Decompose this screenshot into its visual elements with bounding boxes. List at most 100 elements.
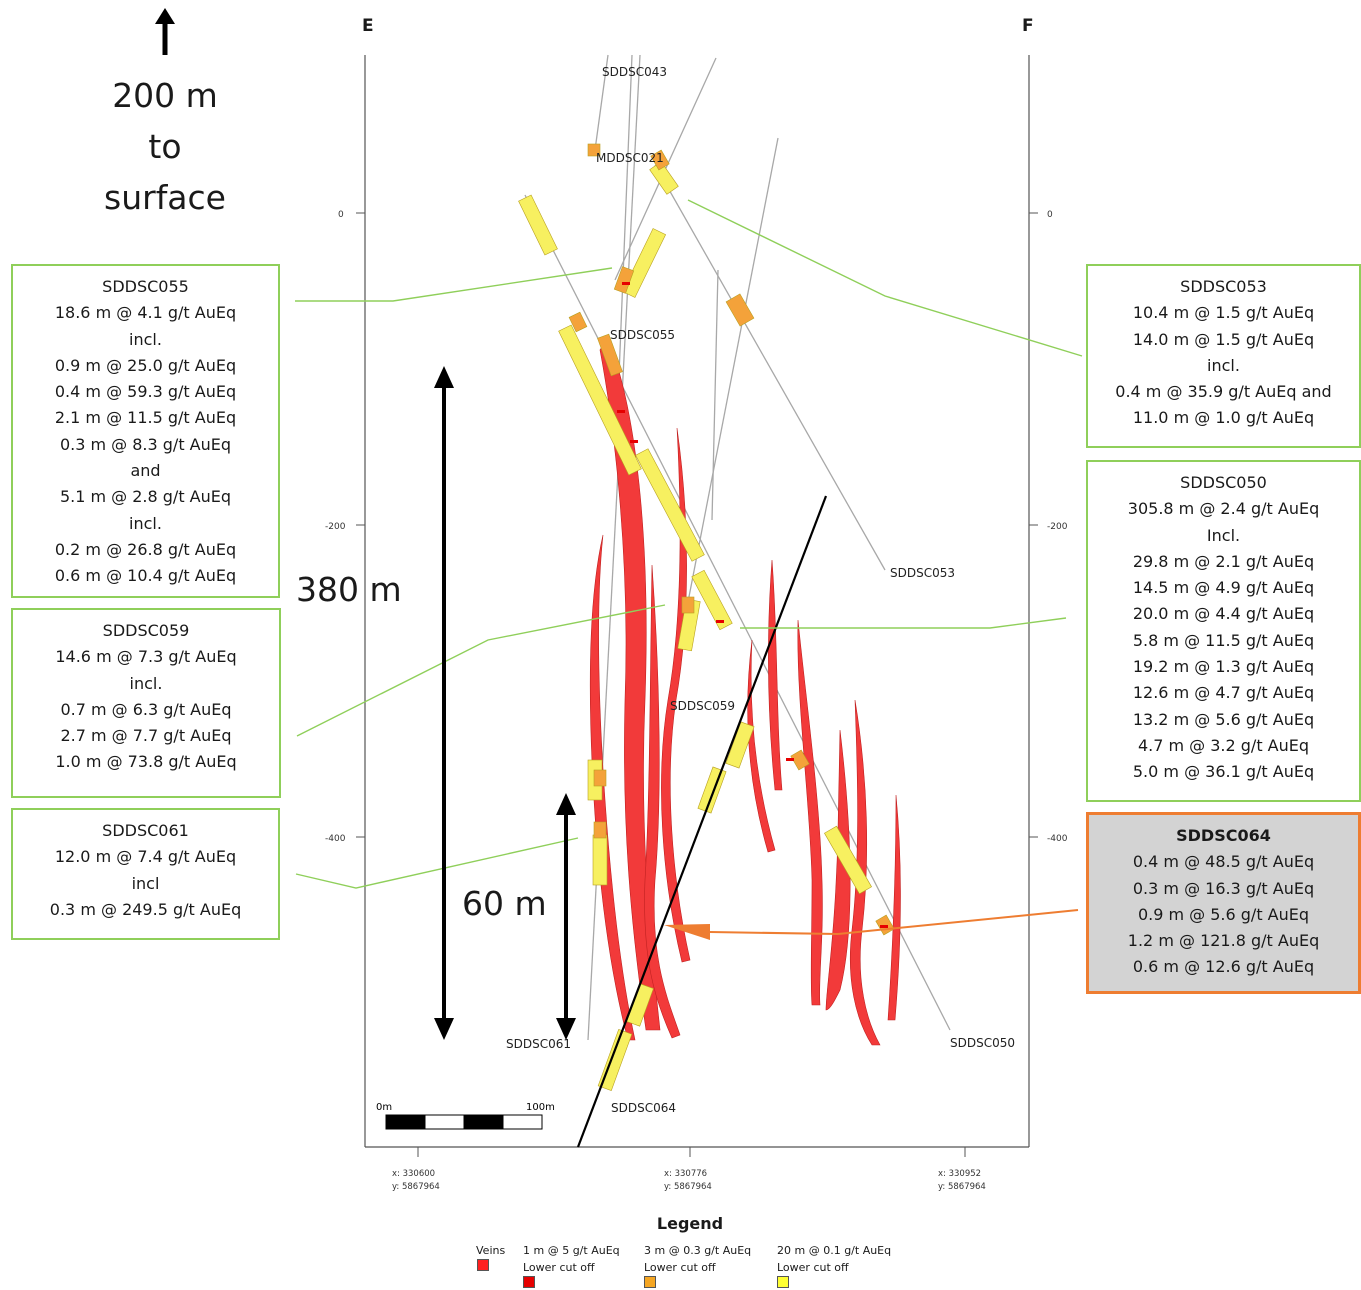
intercept-line: 0.9 m @ 25.0 g/t AuEq xyxy=(54,355,237,375)
intercept-line: 1.2 m @ 121.8 g/t AuEq xyxy=(1127,931,1320,951)
legend-item-3m: 3 m @ 0.3 g/t AuEq Lower cut off xyxy=(644,1242,751,1276)
intercept-line: 10.4 m @ 1.5 g/t AuEq xyxy=(1132,303,1315,323)
section-label-left: E xyxy=(362,16,374,36)
intercept-line: 4.7 m @ 3.2 g/t AuEq xyxy=(1137,735,1310,755)
hole-labels: SDDSC043 MDDSC021 SDDSC055 SDDSC053 SDDS… xyxy=(506,65,1015,1115)
easting-1-y: y: 5867964 xyxy=(392,1182,440,1192)
intercept-line: incl. xyxy=(1207,355,1240,375)
elevation-ticks xyxy=(356,212,1038,838)
fault-line xyxy=(576,495,828,1148)
legend-1m-line2: Lower cut off xyxy=(523,1261,595,1274)
intercept-line: 0.3 m @ 16.3 g/t AuEq xyxy=(1132,878,1315,898)
intercept-box-sddsc055: SDDSC055 18.6 m @ 4.1 g/t AuEq incl. 0.9 m … xyxy=(11,264,280,598)
intercept-line: 0.4 m @ 48.5 g/t AuEq xyxy=(1132,852,1315,872)
elev-right-0: 0 xyxy=(1047,210,1053,220)
orange-leader-b xyxy=(709,931,839,935)
intercept-line: 0.7 m @ 6.3 g/t AuEq xyxy=(60,699,232,719)
intercept-line: Incl. xyxy=(1206,525,1241,545)
dimension-label-380: 380 m xyxy=(296,570,402,609)
intercept-line: 2.1 m @ 11.5 g/t AuEq xyxy=(54,408,237,428)
hole-label-sddsc053: SDDSC053 xyxy=(890,566,955,580)
intercept-line: 5.0 m @ 36.1 g/t AuEq xyxy=(1132,762,1315,782)
intercept-box-sddsc059: SDDSC059 14.6 m @ 7.3 g/t AuEq incl. 0.7 m … xyxy=(11,608,281,798)
veins xyxy=(589,337,901,1046)
scale-bar-end: 100m xyxy=(526,1102,555,1113)
easting-2-y: y: 5867964 xyxy=(664,1182,712,1192)
intercept-line: 13.2 m @ 5.6 g/t AuEq xyxy=(1132,709,1315,729)
intercept-line: incl. xyxy=(129,673,163,693)
dimension-label-60: 60 m xyxy=(462,884,547,923)
legend-20m-line1: 20 m @ 0.1 g/t AuEq xyxy=(777,1244,892,1257)
intercept-hole-id: SDDSC053 xyxy=(1180,277,1267,296)
intercept-box-sddsc061: SDDSC061 12.0 m @ 7.4 g/t AuEq incl 0.3 m @… xyxy=(11,808,280,940)
elev-left-200: -200 xyxy=(325,522,346,532)
intercept-line: 0.3 m @ 8.3 g/t AuEq xyxy=(59,434,232,454)
legend-20m-line2: Lower cut off xyxy=(777,1261,849,1274)
north-note-line1: 200 m xyxy=(112,76,218,115)
intercept-line: 14.5 m @ 4.9 g/t AuEq xyxy=(1132,578,1315,598)
elev-right-200: -200 xyxy=(1047,522,1068,532)
legend-swatch-20m xyxy=(777,1276,789,1288)
intercept-line: 29.8 m @ 2.1 g/t AuEq xyxy=(1132,551,1315,571)
legend-swatch-1m xyxy=(523,1276,535,1288)
intercept-line: incl. xyxy=(129,329,162,349)
legend-1m-line1: 1 m @ 5 g/t AuEq xyxy=(523,1244,620,1257)
north-arrow-icon xyxy=(155,8,175,55)
intercept-line: 12.6 m @ 4.7 g/t AuEq xyxy=(1132,683,1315,703)
intercept-line: 18.6 m @ 4.1 g/t AuEq xyxy=(54,303,237,323)
easting-1-x: x: 330600 xyxy=(392,1169,435,1179)
intercept-line: 2.7 m @ 7.7 g/t AuEq xyxy=(60,726,232,746)
orange-leader-a xyxy=(837,909,1079,935)
legend-3m-line1: 3 m @ 0.3 g/t AuEq xyxy=(644,1244,752,1257)
intercept-line: 0.9 m @ 5.6 g/t AuEq xyxy=(1137,904,1310,924)
easting-2-x: x: 330776 xyxy=(664,1169,707,1179)
intercept-line: 0.4 m @ 35.9 g/t AuEq and xyxy=(1115,382,1332,402)
easting-3-x: x: 330952 xyxy=(938,1169,981,1179)
intercept-line: incl. xyxy=(129,513,162,533)
orange-arrowhead xyxy=(664,924,710,940)
intercept-line: 12.0 m @ 7.4 g/t AuEq xyxy=(54,847,237,867)
legend-item-1m: 1 m @ 5 g/t AuEq Lower cut off xyxy=(523,1242,620,1276)
intercept-line: 0.4 m @ 59.3 g/t AuEq xyxy=(54,382,237,402)
legend-title: Legend xyxy=(656,1214,724,1233)
intercept-line: 20.0 m @ 4.4 g/t AuEq xyxy=(1132,604,1315,624)
intercept-hole-id: SDDSC055 xyxy=(102,277,189,296)
hole-label-mddsc021: MDDSC021 xyxy=(596,151,664,165)
elev-left-0: 0 xyxy=(338,210,344,220)
intercept-line: 14.6 m @ 7.3 g/t AuEq xyxy=(55,647,237,667)
drill-traces xyxy=(524,54,951,1041)
intercept-line: 0.3 m @ 249.5 g/t AuEq xyxy=(49,899,242,919)
intercept-hole-id: SDDSC059 xyxy=(102,621,190,640)
intercept-hole-id: SDDSC064 xyxy=(1176,826,1271,845)
intercept-line: 5.1 m @ 2.8 g/t AuEq xyxy=(59,487,232,507)
intercept-line: 0.2 m @ 26.8 g/t AuEq xyxy=(54,539,237,559)
intercept-line: 11.0 m @ 1.0 g/t AuEq xyxy=(1132,408,1315,428)
legend-item-20m: 20 m @ 0.1 g/t AuEq Lower cut off xyxy=(777,1242,891,1276)
elev-right-400: -400 xyxy=(1047,834,1068,844)
intercept-line: 305.8 m @ 2.4 g/t AuEq xyxy=(1127,499,1320,519)
callout-leaders xyxy=(295,199,1083,889)
legend-item-veins: Veins xyxy=(476,1242,505,1259)
north-note-line3: surface xyxy=(104,178,226,217)
legend-3m-line2: Lower cut off xyxy=(644,1261,716,1274)
legend-veins-label: Veins xyxy=(476,1244,506,1257)
north-note: 200 m to surface xyxy=(60,70,270,223)
intercept-box-sddsc064: SDDSC064 0.4 m @ 48.5 g/t AuEq 0.3 m @ 16.… xyxy=(1086,812,1361,994)
hole-label-sddsc043: SDDSC043 xyxy=(602,65,667,79)
hole-label-sddsc064: SDDSC064 xyxy=(611,1101,676,1115)
intercept-line: 5.8 m @ 11.5 g/t AuEq xyxy=(1132,630,1315,650)
north-note-line2: to xyxy=(148,127,182,166)
dimension-arrow-380 xyxy=(434,366,454,1040)
hole-label-sddsc050: SDDSC050 xyxy=(950,1036,1015,1050)
section-frame xyxy=(364,55,1030,1148)
hole-label-sddsc055: SDDSC055 xyxy=(610,328,675,342)
scale-bar-start: 0m xyxy=(376,1102,392,1113)
scale-bar xyxy=(385,1114,543,1130)
elev-left-400: -400 xyxy=(325,834,346,844)
intercept-box-sddsc053: SDDSC053 10.4 m @ 1.5 g/t AuEq 14.0 m @ 1.… xyxy=(1086,264,1361,448)
intercept-line: incl xyxy=(131,873,160,893)
legend-swatch-3m xyxy=(644,1276,656,1288)
legend-swatch-veins xyxy=(477,1259,489,1271)
easting-3-y: y: 5867964 xyxy=(938,1182,986,1192)
